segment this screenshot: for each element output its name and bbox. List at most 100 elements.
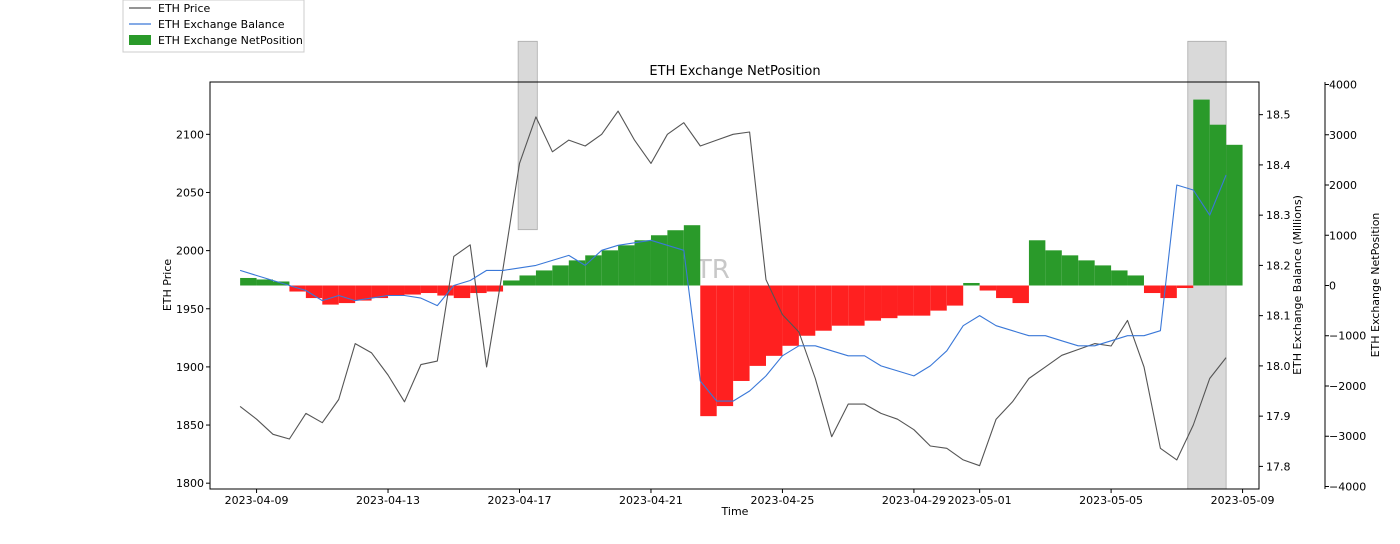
netposition-tick-label: −3000 <box>1329 430 1366 443</box>
balance-tick-label: 18.1 <box>1266 310 1291 323</box>
price-tick-label: 2000 <box>176 245 204 258</box>
netposition-bar <box>585 255 602 286</box>
x-tick-label: 2023-04-25 <box>750 494 814 507</box>
eth-price-line <box>239 110 1227 467</box>
y-axis-label-netposition: ETH Exchange NetPosition <box>1369 213 1382 358</box>
legend-swatch-netposition <box>129 35 151 45</box>
balance-tick-label: 18.4 <box>1266 159 1291 172</box>
price-tick-label: 1950 <box>176 303 204 316</box>
netposition-bar <box>601 250 619 286</box>
netposition-bar <box>946 285 964 306</box>
netposition-bar <box>700 285 717 417</box>
netposition-bar <box>683 225 701 286</box>
netposition-bar <box>1209 124 1227 286</box>
eth-exchange-balance-line <box>239 174 1227 402</box>
x-tick-label: 2023-04-09 <box>225 494 289 507</box>
netposition-bar <box>1078 260 1095 286</box>
netposition-bar <box>1094 265 1112 286</box>
netposition-bar <box>979 285 997 291</box>
netposition-bar <box>470 285 487 294</box>
legend-label-balance: ETH Exchange Balance <box>158 18 285 31</box>
x-tick-label: 2023-04-17 <box>488 494 552 507</box>
x-tick-label: 2023-05-05 <box>1079 494 1143 507</box>
netposition-tick-label: 3000 <box>1329 129 1357 142</box>
x-tick-label: 2023-04-13 <box>356 494 420 507</box>
netposition-bar <box>437 285 454 296</box>
netposition-tick-label: 4000 <box>1329 79 1357 92</box>
netposition-bar <box>765 285 783 356</box>
netposition-bar <box>568 260 586 286</box>
x-tick-label: 2023-04-21 <box>619 494 683 507</box>
netposition-bar <box>996 285 1013 299</box>
netposition-bar <box>503 280 520 286</box>
netposition-bar <box>864 285 882 321</box>
netposition-bar <box>486 285 504 292</box>
netposition-bar <box>355 285 372 301</box>
x-axis-label: Time <box>721 505 749 518</box>
x-tick-label: 2023-04-29 <box>882 494 946 507</box>
legend-label-netposition: ETH Exchange NetPosition <box>158 34 303 47</box>
balance-tick-label: 18.5 <box>1266 109 1291 122</box>
netposition-bar <box>1193 99 1210 286</box>
netposition-bar <box>420 285 438 294</box>
netposition-bar <box>930 285 947 311</box>
netposition-tick-label: −2000 <box>1329 380 1366 393</box>
netposition-bar <box>1111 270 1128 286</box>
x-tick-label: 2023-05-09 <box>1211 494 1275 507</box>
netposition-tick-label: −4000 <box>1329 480 1366 493</box>
netposition-bar <box>618 245 635 286</box>
price-tick-label: 2100 <box>176 128 204 141</box>
netposition-bar <box>848 285 865 326</box>
balance-tick-label: 17.8 <box>1266 460 1291 473</box>
price-tick-label: 2050 <box>176 186 204 199</box>
netposition-bar <box>831 285 849 326</box>
legend: ETH Price ETH Exchange Balance ETH Excha… <box>122 0 305 53</box>
netposition-bar <box>404 285 421 295</box>
netposition-bar <box>634 240 651 286</box>
netposition-tick-label: −1000 <box>1329 330 1366 343</box>
netposition-bar <box>240 277 257 286</box>
x-tick-label: 2023-05-01 <box>948 494 1012 507</box>
netposition-bar <box>881 285 898 319</box>
netposition-bar <box>256 279 273 286</box>
legend-label-price: ETH Price <box>158 2 211 15</box>
axes: 2023-04-09 2023-04-13 2023-04-17 2023-04-21… <box>176 79 1366 507</box>
netposition-bar <box>749 285 766 366</box>
chart-title: ETH Exchange NetPosition <box>649 64 820 79</box>
netposition-bar <box>716 285 734 407</box>
y-axis-label-price: ETH Price <box>161 259 174 312</box>
netposition-bar <box>1176 285 1194 289</box>
netposition-bar <box>552 265 569 286</box>
netposition-bar <box>1226 144 1243 286</box>
netposition-bar <box>733 285 750 381</box>
shaded-region-0 <box>517 40 538 231</box>
netposition-bar <box>963 282 980 286</box>
netposition-bar <box>338 285 356 304</box>
netposition-bar <box>1127 275 1144 286</box>
netposition-bar <box>1012 285 1029 304</box>
netposition-bar <box>1045 250 1062 286</box>
netposition-bar <box>1028 240 1046 286</box>
plot-frame <box>209 81 1260 490</box>
netposition-bar <box>535 270 553 286</box>
netposition-bars <box>240 99 1243 417</box>
netposition-bar <box>322 285 339 305</box>
legend-frame <box>122 0 305 53</box>
netposition-bar <box>453 285 471 299</box>
y-axis-label-balance: ETH Exchange Balance (Millions) <box>1291 195 1304 375</box>
price-tick-label: 1850 <box>176 419 204 432</box>
netposition-bar <box>1061 255 1079 286</box>
netposition-bar <box>913 285 931 316</box>
balance-tick-label: 18.3 <box>1266 209 1291 222</box>
netposition-bar <box>371 285 389 299</box>
balance-tick-label: 17.9 <box>1266 410 1291 423</box>
netposition-bar <box>1143 285 1161 294</box>
netposition-bar <box>1160 285 1177 299</box>
netposition-bar <box>798 285 816 336</box>
series-lines <box>239 110 1227 467</box>
netposition-tick-label: 1000 <box>1329 229 1357 242</box>
netposition-bar <box>815 285 832 331</box>
price-tick-label: 1900 <box>176 361 204 374</box>
netposition-bar <box>519 275 536 286</box>
